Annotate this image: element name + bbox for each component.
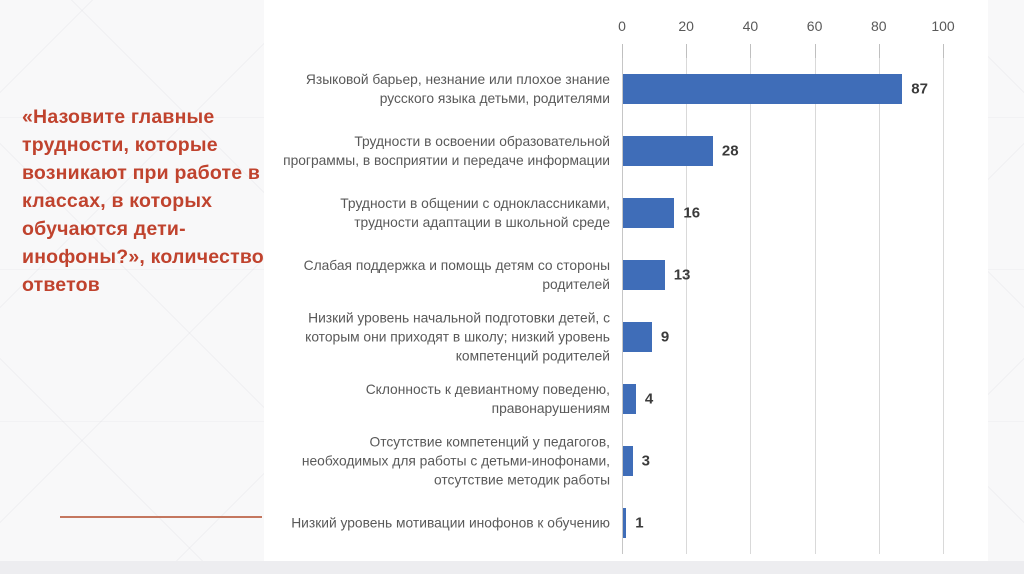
slide-title: «Назовите главные трудности, которые воз… — [22, 106, 264, 296]
gridline — [814, 58, 816, 554]
x-axis-tick-label: 100 — [931, 18, 955, 34]
category-label: Склонность к девиантному поведеню, право… — [365, 382, 610, 416]
bar — [623, 260, 665, 290]
x-axis-tick-label: 20 — [678, 18, 694, 34]
bar-value-label: 87 — [911, 80, 928, 98]
title-underline — [60, 516, 262, 518]
x-axis-tick-mark — [814, 44, 816, 58]
x-axis-tick-mark — [622, 44, 623, 58]
category-label: Трудности в освоении образовательной про… — [283, 134, 610, 168]
x-axis-tick-mark — [878, 44, 880, 58]
category-label: Трудности в общении с одноклассниками, т… — [340, 196, 610, 230]
bar-chart-panel: 0 20 40 60 80 100 Языковой барьер, незнание ил… — [264, 0, 988, 561]
bottom-strip — [0, 561, 1024, 574]
bar-value-label: 28 — [721, 142, 739, 160]
gridline — [878, 58, 880, 554]
x-axis-tick-mark — [686, 44, 688, 58]
bar — [623, 384, 636, 414]
bar-value-label: 9 — [660, 328, 670, 346]
category-label: Низкий уровень начальной подготовки дете… — [305, 310, 610, 364]
bar — [623, 508, 627, 538]
category-label: Языковой барьер, незнание или плохое зна… — [305, 72, 610, 106]
bar — [623, 198, 675, 228]
gridline — [750, 58, 752, 554]
x-axis-tick-label: 0 — [618, 18, 626, 34]
category-label: Отсутствие компетенций у педагогов, необ… — [301, 434, 610, 488]
bar — [623, 74, 903, 104]
bar — [623, 446, 633, 476]
x-axis-tick-label: 40 — [742, 18, 759, 34]
bar — [623, 322, 652, 352]
bar — [623, 136, 713, 166]
category-label: Слабая поддержка и помощь детям со сторо… — [303, 258, 610, 292]
bar-value-label: 16 — [683, 204, 701, 222]
bar-value-label: 1 — [635, 514, 644, 532]
x-axis-tick-label: 60 — [806, 18, 823, 34]
x-axis-tick-mark — [750, 44, 752, 58]
x-axis-tick-label: 80 — [871, 18, 887, 34]
category-label: Низкий уровень мотивации инофонов к обуч… — [291, 515, 610, 531]
gridline — [686, 58, 688, 554]
gridline — [622, 58, 623, 554]
bar-value-label: 4 — [644, 390, 654, 408]
x-axis-tick-mark — [943, 44, 944, 58]
bar-value-label: 3 — [641, 452, 650, 470]
bar-value-label: 13 — [673, 266, 691, 284]
gridline — [943, 58, 944, 554]
